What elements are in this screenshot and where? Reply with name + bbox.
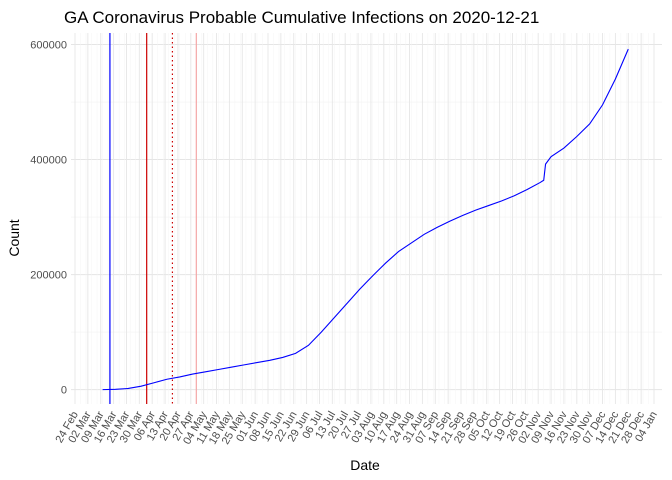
grid — [71, 33, 662, 404]
series-line — [102, 48, 629, 391]
y-tick-label: 200000 — [30, 270, 67, 282]
y-tick-label: 0 — [61, 385, 67, 397]
x-axis-title: Date — [350, 457, 380, 473]
y-tick-label: 600000 — [30, 40, 67, 52]
y-axis-title: Count — [6, 219, 22, 256]
y-tick-label: 400000 — [30, 155, 67, 167]
y-axis-ticks: 0 200000 400000 600000 — [30, 40, 67, 397]
series-layer — [102, 48, 629, 391]
chart-title: GA Coronavirus Probable Cumulative Infec… — [64, 8, 539, 27]
reference-lines — [109, 33, 197, 404]
